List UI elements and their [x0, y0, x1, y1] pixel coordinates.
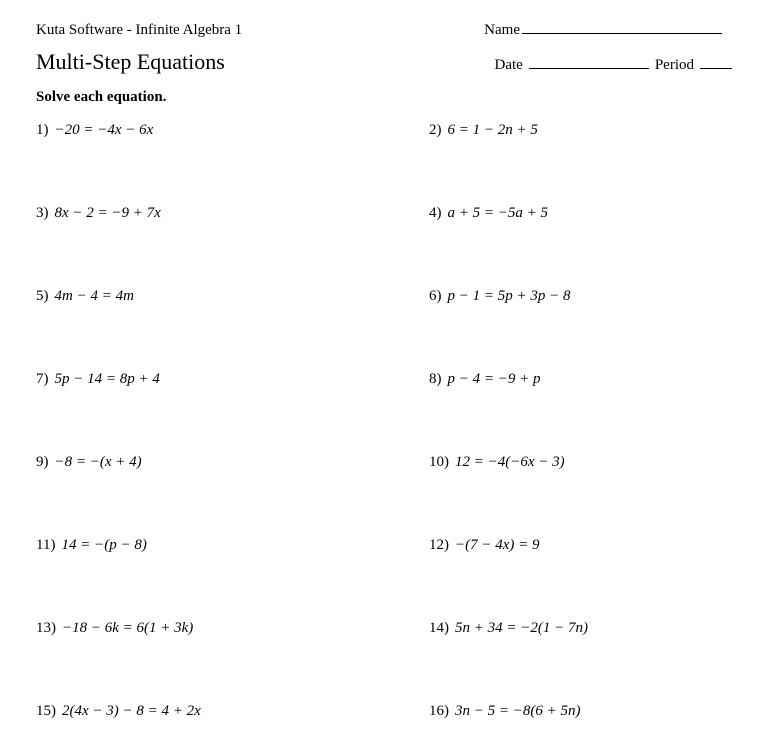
problem-16: 16) 3n − 5 = −8(6 + 5n)	[389, 703, 732, 720]
problem-number: 7)	[36, 371, 49, 388]
date-period-group: Date Period	[495, 57, 733, 74]
problem-8: 8) p − 4 = −9 + p	[389, 371, 732, 388]
problem-9: 9) −8 = −(x + 4)	[36, 454, 379, 471]
problem-equation: 6 = 1 − 2n + 5	[448, 122, 538, 139]
problem-1: 1) −20 = −4x − 6x	[36, 122, 379, 139]
date-label: Date	[495, 57, 523, 74]
problem-equation: 5p − 14 = 8p + 4	[55, 371, 160, 388]
problem-12: 12) −(7 − 4x) = 9	[389, 537, 732, 554]
problem-equation: 3n − 5 = −8(6 + 5n)	[455, 703, 580, 720]
problem-equation: −(7 − 4x) = 9	[455, 537, 540, 554]
problem-number: 4)	[429, 205, 442, 222]
problem-number: 5)	[36, 288, 49, 305]
problem-2: 2) 6 = 1 − 2n + 5	[389, 122, 732, 139]
problem-number: 13)	[36, 620, 56, 637]
problem-equation: −20 = −4x − 6x	[55, 122, 154, 139]
problem-equation: a + 5 = −5a + 5	[448, 205, 549, 222]
problem-number: 2)	[429, 122, 442, 139]
problem-number: 10)	[429, 454, 449, 471]
problem-6: 6) p − 1 = 5p + 3p − 8	[389, 288, 732, 305]
problem-number: 1)	[36, 122, 49, 139]
worksheet-title: Multi-Step Equations	[36, 49, 225, 75]
problem-number: 15)	[36, 703, 56, 720]
title-row: Multi-Step Equations Date Period	[36, 49, 732, 75]
problem-4: 4) a + 5 = −5a + 5	[389, 205, 732, 222]
problem-equation: 14 = −(p − 8)	[61, 537, 146, 554]
problem-number: 6)	[429, 288, 442, 305]
problem-number: 11)	[36, 537, 55, 554]
problem-11: 11) 14 = −(p − 8)	[36, 537, 379, 554]
problem-10: 10) 12 = −4(−6x − 3)	[389, 454, 732, 471]
problem-equation: −8 = −(x + 4)	[55, 454, 142, 471]
name-field: Name	[484, 22, 722, 39]
problem-number: 9)	[36, 454, 49, 471]
problem-equation: p − 1 = 5p + 3p − 8	[448, 288, 571, 305]
problem-13: 13) −18 − 6k = 6(1 + 3k)	[36, 620, 379, 637]
problem-7: 7) 5p − 14 = 8p + 4	[36, 371, 379, 388]
period-label: Period	[655, 57, 694, 74]
name-label: Name	[484, 22, 520, 39]
problem-number: 3)	[36, 205, 49, 222]
problem-equation: 2(4x − 3) − 8 = 4 + 2x	[62, 703, 201, 720]
instruction-text: Solve each equation.	[36, 89, 732, 106]
problems-grid: 1) −20 = −4x − 6x 2) 6 = 1 − 2n + 5 3) 8…	[36, 122, 732, 720]
problem-equation: 4m − 4 = 4m	[55, 288, 134, 305]
problem-equation: 8x − 2 = −9 + 7x	[55, 205, 161, 222]
problem-14: 14) 5n + 34 = −2(1 − 7n)	[389, 620, 732, 637]
name-blank-line	[522, 33, 722, 34]
period-blank-line	[700, 68, 732, 69]
problem-number: 16)	[429, 703, 449, 720]
problem-equation: p − 4 = −9 + p	[448, 371, 541, 388]
problem-3: 3) 8x − 2 = −9 + 7x	[36, 205, 379, 222]
problem-15: 15) 2(4x − 3) − 8 = 4 + 2x	[36, 703, 379, 720]
problem-number: 12)	[429, 537, 449, 554]
problem-equation: 12 = −4(−6x − 3)	[455, 454, 565, 471]
problem-equation: −18 − 6k = 6(1 + 3k)	[62, 620, 193, 637]
problem-number: 8)	[429, 371, 442, 388]
problem-number: 14)	[429, 620, 449, 637]
problem-5: 5) 4m − 4 = 4m	[36, 288, 379, 305]
header-row: Kuta Software - Infinite Algebra 1 Name	[36, 22, 732, 39]
software-name: Kuta Software - Infinite Algebra 1	[36, 22, 242, 39]
date-blank-line	[529, 68, 649, 69]
problem-equation: 5n + 34 = −2(1 − 7n)	[455, 620, 588, 637]
